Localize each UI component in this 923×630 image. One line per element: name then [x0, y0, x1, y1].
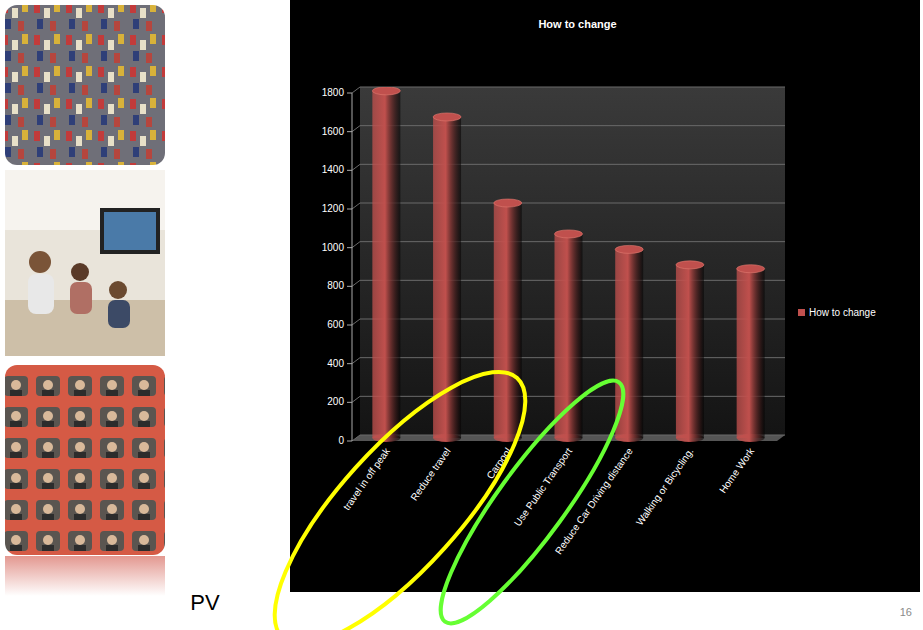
grid-line-side [352, 242, 360, 248]
photo-tv-screen [104, 212, 156, 250]
grid-line-side [352, 203, 360, 209]
tick-label: 1400 [322, 164, 345, 175]
photo-person [109, 281, 127, 299]
page-number: 16 [900, 606, 912, 618]
photo-reflection [5, 556, 165, 596]
plot-floor [352, 435, 785, 441]
grid-line [360, 87, 785, 88]
grid-line [360, 125, 785, 126]
tick-mark [347, 363, 352, 364]
tick-label: 600 [327, 319, 344, 330]
photo-person [71, 263, 89, 281]
bar-top [615, 245, 643, 253]
bar-top [433, 113, 461, 121]
tick-mark [347, 402, 352, 403]
photo-person [108, 300, 130, 328]
tick-label: 400 [327, 358, 344, 369]
category-label: Reduce travel [408, 446, 452, 503]
photo-family [5, 170, 165, 356]
bar-top [555, 230, 583, 238]
tick-mark [347, 131, 352, 132]
tick-mark [347, 441, 352, 442]
photo-person [29, 251, 51, 273]
tick-mark [347, 209, 352, 210]
bar-base [676, 434, 704, 442]
photo-drivers [5, 365, 165, 555]
tick-mark [347, 325, 352, 326]
bar-base [615, 434, 643, 442]
highlight-yellow [238, 338, 561, 630]
grid-line-side [352, 396, 360, 402]
chart-background [290, 0, 920, 592]
bar-base [433, 434, 461, 442]
bars [372, 87, 764, 442]
highlight-green [418, 362, 647, 630]
tick-label: 1800 [322, 87, 345, 98]
photo-traffic [5, 5, 165, 165]
bar [372, 91, 400, 438]
tick-mark [347, 93, 352, 94]
bar-top [372, 87, 400, 95]
bar [676, 265, 704, 438]
category-label: Home Work [717, 445, 757, 495]
y-axis [352, 93, 353, 441]
bar-top [676, 261, 704, 269]
chart-title: How to change [538, 18, 616, 30]
slide: PV 16 How to change 0 200 400 600 800 1000 1200 14… [0, 0, 923, 630]
tick-mark [347, 286, 352, 287]
grid-line [360, 203, 785, 204]
grid-line-side [352, 164, 360, 170]
category-label: Reduce Car Driving distance [553, 445, 635, 556]
tick-label: 0 [338, 435, 344, 446]
tick-mark [347, 247, 352, 248]
photo-person [28, 274, 54, 314]
legend-label: How to change [809, 307, 876, 318]
bar-top [737, 265, 765, 273]
tick-label: 1000 [322, 242, 345, 253]
grid-line-side [352, 358, 360, 364]
tick-label: 1200 [322, 203, 345, 214]
bar-base [555, 434, 583, 442]
grid-line [360, 164, 785, 165]
grid-line-side [352, 87, 360, 93]
tick-label: 1600 [322, 126, 345, 137]
caption: PV [190, 590, 220, 615]
bar-base [737, 434, 765, 442]
grid-line-side [352, 319, 360, 325]
photo-person [70, 282, 92, 314]
photo-tv [100, 208, 160, 254]
category-label: Walking or Bicycling. [634, 446, 696, 528]
grid-line-side [352, 126, 360, 132]
bar [494, 203, 522, 438]
grid-line-side [352, 280, 360, 286]
legend-swatch [798, 309, 805, 316]
grid-line-side [352, 435, 360, 441]
tick-label: 200 [327, 396, 344, 407]
bar [737, 269, 765, 438]
tick-mark [347, 170, 352, 171]
tick-label: 800 [327, 280, 344, 291]
bar-top [494, 199, 522, 207]
